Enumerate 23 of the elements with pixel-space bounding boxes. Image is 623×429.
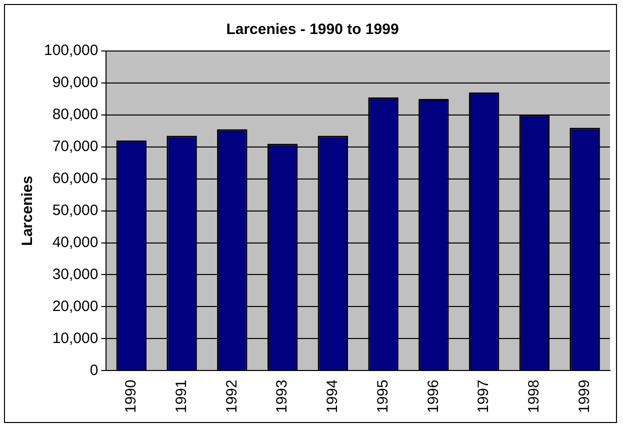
- y-tick-label: 10,000: [52, 330, 98, 347]
- y-tick-label: 30,000: [52, 266, 98, 283]
- y-tick-label: 40,000: [52, 234, 98, 251]
- x-tick-label: 1997: [475, 380, 492, 414]
- x-tick-label: 1990: [122, 380, 140, 414]
- x-tick-label: 1995: [374, 380, 392, 414]
- y-tick-label: 20,000: [52, 298, 98, 315]
- y-tick-label: 90,000: [52, 74, 98, 92]
- y-tick-label: 50,000: [52, 202, 98, 219]
- x-tick-label: 1998: [526, 380, 543, 414]
- x-tick-label: 1992: [223, 380, 240, 414]
- y-axis-title: Larcenies: [19, 176, 36, 246]
- x-tick-label: 1991: [172, 380, 190, 414]
- x-tick-label: 1994: [324, 380, 342, 414]
- y-tick-label: 100,000: [44, 42, 98, 60]
- y-tick-label: 0: [90, 362, 98, 379]
- x-tick-label: 1996: [424, 380, 442, 414]
- x-tick-label: 1993: [274, 380, 291, 414]
- y-tick-label: 80,000: [52, 106, 98, 124]
- y-tick-label: 60,000: [52, 170, 98, 187]
- x-tick-label: 1999: [576, 380, 593, 414]
- chart-title: Larcenies - 1990 to 1999: [226, 21, 399, 38]
- y-tick-label: 70,000: [52, 138, 98, 156]
